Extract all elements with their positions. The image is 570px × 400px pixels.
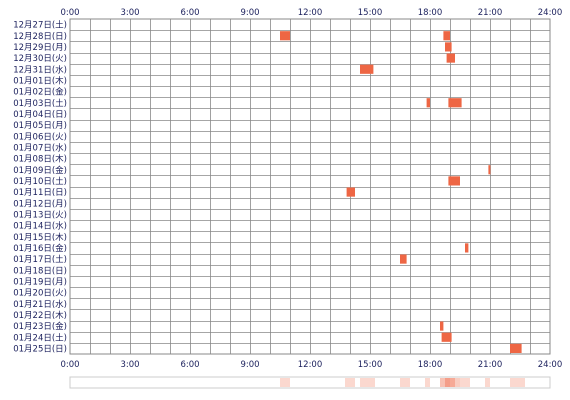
summary-cell — [520, 378, 525, 387]
event-block — [426, 98, 430, 108]
x-ticks-top: 0:00 3:00 6:00 9:00 12:00 15:00 18:00 21:00 24:0… — [60, 8, 562, 18]
summary-cell — [450, 378, 455, 387]
row-label: 01月21日(水) — [13, 299, 67, 310]
event-block — [448, 98, 462, 108]
row-labels: 12月27日(土)12月28日(日)12月29日(月)12月30日(火)12月3… — [13, 20, 67, 355]
row-label: 01月13日(火) — [13, 210, 67, 220]
row-label: 12月29日(月) — [13, 43, 67, 53]
x-tick-label: 6:00 — [180, 360, 199, 370]
row-label: 01月04日(日) — [13, 110, 67, 120]
row-label: 01月03日(土) — [13, 98, 67, 109]
summary-frame — [69, 376, 551, 389]
event-block — [360, 64, 374, 74]
row-label: 01月16日(金) — [13, 243, 67, 254]
row-label: 01月11日(日) — [13, 188, 67, 198]
events — [280, 31, 522, 353]
summary-cell — [365, 378, 370, 387]
row-label: 01月18日(日) — [13, 266, 67, 276]
summary-cell — [285, 378, 290, 387]
event-block — [446, 53, 455, 63]
row-label: 01月19日(月) — [13, 277, 67, 287]
row-label: 01月05日(月) — [13, 121, 67, 131]
event-block — [280, 31, 290, 41]
summary-cell — [370, 378, 375, 387]
x-tick-label: 18:00 — [418, 360, 443, 370]
summary-cell — [280, 378, 285, 387]
event-block — [346, 187, 355, 197]
summary-cell — [360, 378, 365, 387]
event-block — [400, 254, 407, 264]
summary-cell — [485, 378, 490, 387]
row-label: 01月20日(火) — [13, 289, 67, 299]
row-label: 01月22日(木) — [13, 310, 67, 321]
x-tick-label: 12:00 — [298, 8, 323, 18]
row-label: 01月24日(土) — [13, 332, 67, 343]
x-tick-label: 24:00 — [538, 360, 563, 370]
row-label: 01月10日(土) — [13, 176, 67, 187]
row-label: 12月27日(土) — [13, 20, 67, 31]
event-block — [440, 321, 444, 331]
row-label: 12月30日(火) — [13, 54, 67, 64]
summary-cell — [510, 378, 515, 387]
x-tick-label: 3:00 — [120, 360, 139, 370]
row-label: 01月02日(金) — [13, 87, 67, 98]
summary-cell — [460, 378, 465, 387]
row-label: 01月17日(土) — [13, 254, 67, 265]
x-ticks-bottom: 0:00 3:00 6:00 9:00 12:00 15:00 18:00 21:00 24:0… — [60, 360, 562, 370]
summary-cell — [440, 378, 445, 387]
row-label: 12月28日(日) — [13, 32, 67, 42]
row-label: 12月31日(水) — [13, 64, 67, 75]
summary-cell — [345, 378, 350, 387]
event-block — [510, 343, 522, 353]
x-tick-label: 12:00 — [298, 360, 323, 370]
x-tick-label: 9:00 — [240, 360, 259, 370]
x-tick-label: 0:00 — [60, 360, 79, 370]
event-block — [448, 176, 460, 186]
x-tick-label: 24:00 — [538, 8, 563, 18]
row-label: 01月06日(火) — [13, 132, 67, 142]
row-label: 01月09日(金) — [13, 165, 67, 176]
event-block — [465, 243, 469, 253]
summary-cell — [425, 378, 430, 387]
event-block — [488, 165, 491, 175]
x-tick-label: 9:00 — [240, 8, 259, 18]
summary-strip — [69, 376, 551, 389]
x-tick-label: 15:00 — [358, 8, 383, 18]
x-tick-label: 0:00 — [60, 8, 79, 18]
summary-cell — [350, 378, 355, 387]
event-block — [445, 42, 452, 52]
row-label: 01月15日(木) — [13, 232, 67, 243]
row-label: 01月25日(日) — [13, 344, 67, 354]
summary-cell — [405, 378, 410, 387]
grid — [69, 18, 551, 355]
x-tick-label: 18:00 — [418, 8, 443, 18]
summary-cell — [400, 378, 405, 387]
summary-cell — [455, 378, 460, 387]
x-tick-label: 3:00 — [120, 8, 139, 18]
summary-cell — [445, 378, 450, 387]
row-label: 01月01日(木) — [13, 75, 67, 86]
event-block — [443, 31, 450, 41]
row-label: 01月12日(月) — [13, 199, 67, 209]
summary-cell — [465, 378, 470, 387]
plot-area — [69, 18, 551, 355]
x-tick-label: 6:00 — [180, 8, 199, 18]
summary-cell — [515, 378, 520, 387]
x-tick-label: 15:00 — [358, 360, 383, 370]
row-label: 01月07日(水) — [13, 142, 67, 153]
row-label: 01月14日(水) — [13, 221, 67, 232]
x-tick-label: 21:00 — [478, 8, 503, 18]
row-label: 01月08日(木) — [13, 154, 67, 165]
row-label: 01月23日(金) — [13, 321, 67, 332]
event-block — [441, 332, 452, 342]
x-tick-label: 21:00 — [478, 360, 503, 370]
